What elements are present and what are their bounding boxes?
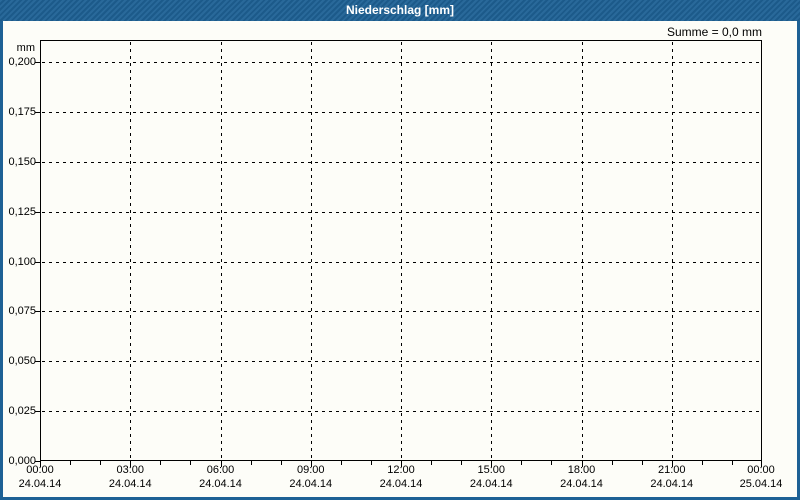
x-axis-minor-tick bbox=[461, 461, 463, 465]
y-axis-tick bbox=[35, 361, 40, 363]
x-tick-label-date: 24.04.14 bbox=[650, 478, 694, 490]
y-tick-label: 0,000 bbox=[8, 455, 36, 467]
y-tick-label: 0,050 bbox=[8, 355, 36, 368]
x-axis-major-tick bbox=[130, 461, 132, 467]
y-tick-label: 0,125 bbox=[8, 205, 36, 218]
y-grid-line bbox=[42, 311, 762, 313]
x-tick-label-time: 00:00 bbox=[26, 464, 54, 476]
window-border-bottom bbox=[0, 497, 800, 500]
y-tick-label: 0,100 bbox=[8, 255, 36, 268]
x-tick-label-date: 24.04.14 bbox=[379, 478, 423, 490]
x-axis-minor-tick bbox=[431, 461, 433, 465]
y-grid-line bbox=[42, 361, 762, 363]
x-grid-line bbox=[130, 42, 132, 461]
x-tick-label-time: 18:00 bbox=[567, 464, 596, 476]
x-tick-label-time: 21:00 bbox=[657, 464, 686, 476]
x-axis-minor-tick bbox=[641, 461, 643, 465]
x-tick-label-time: 15:00 bbox=[477, 464, 506, 476]
x-axis-minor-tick bbox=[731, 461, 733, 465]
plot-area bbox=[40, 40, 762, 461]
x-axis-major-tick bbox=[671, 461, 673, 467]
x-axis-minor-tick bbox=[100, 461, 102, 465]
x-axis-minor-tick bbox=[551, 461, 553, 465]
x-axis-minor-tick bbox=[370, 461, 372, 465]
x-tick-label-time: 03:00 bbox=[116, 464, 145, 476]
x-axis-minor-tick bbox=[521, 461, 523, 465]
x-tick-label-date: 24.04.14 bbox=[199, 478, 242, 490]
x-tick-label-date: 24.04.14 bbox=[18, 478, 62, 490]
x-grid-line bbox=[491, 42, 493, 461]
x-axis-major-tick bbox=[401, 461, 402, 467]
x-axis-minor-tick bbox=[250, 461, 252, 465]
x-axis-minor-tick bbox=[280, 461, 282, 465]
x-tick-label-date: 24.04.14 bbox=[560, 478, 603, 490]
x-axis-major-tick bbox=[761, 461, 762, 467]
y-axis-tick bbox=[35, 461, 40, 462]
y-axis-tick bbox=[35, 211, 40, 213]
x-grid-line bbox=[581, 42, 583, 461]
y-axis-tick bbox=[35, 161, 40, 163]
y-grid-line bbox=[42, 211, 762, 213]
y-tick-label: 0,025 bbox=[8, 405, 36, 418]
y-tick-label: 0,200 bbox=[8, 56, 36, 68]
chart-title-bar: Niederschlag [mm] bbox=[0, 0, 800, 21]
y-axis-tick bbox=[35, 261, 40, 263]
x-grid-line bbox=[401, 42, 402, 461]
x-tick-label-date: 24.04.14 bbox=[289, 478, 333, 490]
x-tick-label-time: 12:00 bbox=[387, 464, 415, 476]
x-axis-minor-tick bbox=[701, 461, 703, 465]
y-tick-label: 0,075 bbox=[8, 305, 36, 318]
y-tick-label: 0,150 bbox=[8, 155, 36, 168]
y-grid-line bbox=[42, 111, 762, 113]
x-grid-line bbox=[671, 42, 673, 461]
x-axis-minor-tick bbox=[340, 461, 342, 465]
y-tick-label: 0,175 bbox=[8, 105, 36, 118]
y-axis-tick bbox=[35, 62, 40, 63]
y-axis-tick bbox=[35, 111, 40, 113]
x-axis-minor-tick bbox=[70, 461, 72, 465]
x-axis-minor-tick bbox=[611, 461, 613, 465]
x-axis-major-tick bbox=[491, 461, 493, 467]
window-border-left bbox=[0, 0, 3, 500]
y-grid-line bbox=[42, 411, 762, 413]
x-tick-label-date: 24.04.14 bbox=[108, 478, 152, 490]
x-tick-label-date: 24.04.14 bbox=[469, 478, 513, 490]
x-tick-label-time: 09:00 bbox=[296, 464, 325, 476]
x-tick-label-time: 00:00 bbox=[747, 464, 775, 476]
y-grid-line bbox=[42, 161, 762, 163]
y-axis-unit-label: mm bbox=[16, 42, 35, 54]
x-grid-line bbox=[310, 42, 312, 461]
x-tick-label-time: 06:00 bbox=[206, 464, 235, 476]
window-border-right bbox=[797, 0, 800, 500]
y-grid-line bbox=[42, 261, 762, 263]
y-axis-tick bbox=[35, 411, 40, 413]
y-axis-tick bbox=[35, 311, 40, 313]
x-tick-label-date: 25.04.14 bbox=[739, 478, 783, 490]
x-axis-major-tick bbox=[581, 461, 583, 467]
chart-title: Niederschlag [mm] bbox=[345, 3, 455, 17]
x-axis-major-tick bbox=[220, 461, 222, 467]
x-axis-minor-tick bbox=[160, 461, 162, 465]
y-grid-line bbox=[42, 62, 762, 63]
x-axis-major-tick bbox=[40, 461, 41, 467]
sum-total-label: Summe = 0,0 mm bbox=[666, 25, 762, 39]
x-axis-major-tick bbox=[310, 461, 312, 467]
x-grid-line bbox=[220, 42, 222, 461]
x-axis-minor-tick bbox=[190, 461, 192, 465]
